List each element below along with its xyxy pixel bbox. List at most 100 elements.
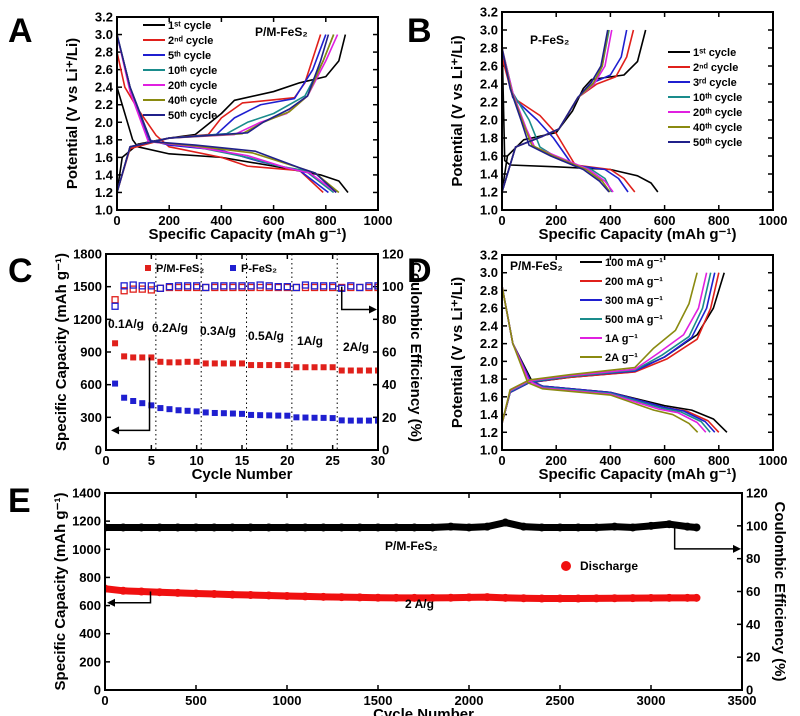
plot-area	[117, 34, 349, 194]
y-tick-label: 1.8	[95, 132, 113, 147]
plot-frame	[501, 11, 774, 211]
x-tick-label: 600	[654, 213, 676, 228]
panel-label: C	[8, 252, 33, 290]
curve-charge	[117, 34, 330, 193]
y-tick-label: 2.2	[480, 95, 498, 110]
y-tick-label: 1.4	[480, 167, 499, 182]
annotation: 0.3A/g	[200, 324, 236, 338]
capacity-point	[184, 358, 191, 365]
legend-label: 50ᵗʰ cycle	[168, 110, 217, 122]
discharge-point	[537, 594, 546, 603]
capacity-point	[320, 414, 327, 421]
efficiency-point	[211, 282, 219, 290]
discharge-point	[119, 586, 128, 595]
efficiency-point	[329, 283, 337, 292]
arrowhead	[111, 426, 120, 435]
efficiency-point	[683, 522, 692, 531]
y-tick-label: 1000	[72, 542, 101, 557]
efficiency-point	[247, 282, 255, 290]
efficiency-point	[229, 283, 237, 292]
discharge-point	[574, 594, 583, 603]
capacity-point	[338, 367, 345, 374]
discharge-point	[155, 588, 164, 597]
legend-label: 3ʳᵈ cycle	[693, 77, 737, 89]
y-tick-label: 1.4	[480, 407, 499, 422]
discharge-point	[173, 588, 182, 597]
plot-frame	[116, 16, 379, 211]
capacity-point	[193, 408, 200, 415]
x-tick-label: 15	[235, 453, 249, 468]
annotation: 2A/g	[343, 340, 369, 354]
plot-area	[502, 29, 659, 193]
y2-axis-title: Coulombic Efficiency (%)	[407, 262, 424, 442]
capacity-point	[130, 354, 137, 361]
y-tick-label: 0	[95, 443, 102, 458]
left-axis-arrow	[115, 357, 151, 432]
panel-label: B	[407, 12, 432, 50]
y-tick-label: 1.8	[480, 131, 498, 146]
discharge-point	[301, 592, 310, 601]
plot-frame	[104, 492, 743, 691]
capacity-point	[375, 417, 378, 424]
x-tick-label: 600	[654, 453, 676, 468]
efficiency-point	[365, 283, 373, 292]
x-tick-label: 0	[102, 453, 109, 468]
efficiency-point	[329, 282, 337, 290]
discharge-line	[105, 585, 700, 603]
x-tick-label: 1000	[273, 693, 302, 708]
panel-label: E	[8, 482, 31, 520]
x-tick-label: 200	[158, 213, 180, 228]
efficiency-point	[156, 284, 165, 292]
capacity-point	[311, 414, 318, 421]
x-tick-label: 10	[189, 453, 203, 468]
legend-label: 40ᵗʰ cycle	[168, 95, 217, 107]
discharge-point	[137, 587, 146, 596]
y-tick-label: 2.6	[480, 59, 498, 74]
x-tick-label: 0	[498, 213, 505, 228]
discharge-point	[647, 593, 655, 602]
y-tick-label: 2.0	[95, 115, 113, 130]
efficiency-point	[238, 283, 246, 292]
y-axis-title: Potential (V vs Li⁺/Li)	[449, 277, 466, 428]
x-tick-label: 0	[101, 693, 108, 708]
efficiency-point	[111, 302, 119, 310]
discharge-point	[628, 594, 637, 603]
x-tick-label: 1000	[759, 213, 788, 228]
y-axis-title: Specific Capacity (mAh g⁻¹)	[53, 253, 70, 451]
efficiency-point	[138, 282, 146, 290]
capacity-point	[365, 367, 372, 374]
capacity-point	[220, 360, 227, 367]
capacity-point	[284, 362, 291, 369]
x-tick-label: 2500	[546, 693, 575, 708]
curve-charge	[502, 272, 698, 424]
legend-label: 200 mA g⁻¹	[605, 276, 663, 288]
arrowhead	[107, 598, 115, 607]
efficiency-point	[692, 523, 701, 532]
discharge-point	[592, 594, 601, 603]
curve-discharge	[117, 51, 324, 194]
efficiency-point	[374, 282, 378, 290]
efficiency-point	[556, 523, 564, 532]
legend-label: Discharge	[580, 559, 638, 573]
capacity-point	[184, 407, 191, 414]
legend-label: 500 mA g⁻¹	[605, 314, 663, 326]
capacity-point	[175, 359, 182, 366]
y-tick-label: 1.6	[95, 150, 113, 165]
efficiency-point	[156, 284, 165, 292]
x-axis-title: Cycle Number	[373, 706, 474, 716]
capacity-point	[121, 353, 128, 360]
capacity-point	[112, 380, 119, 387]
panel-label: A	[8, 12, 33, 50]
capacity-point	[157, 405, 164, 412]
y2-tick-label: 40	[382, 377, 396, 392]
capacity-point	[121, 394, 128, 401]
efficiency-point	[301, 523, 310, 532]
x-tick-label: 30	[371, 453, 385, 468]
y-tick-label: 2.6	[95, 62, 113, 77]
efficiency-point	[129, 281, 137, 289]
efficiency-point	[183, 283, 192, 292]
capacity-point	[130, 398, 137, 404]
curve-discharge	[117, 34, 337, 194]
arrowhead	[369, 305, 377, 314]
y-tick-label: 2.8	[480, 283, 498, 298]
